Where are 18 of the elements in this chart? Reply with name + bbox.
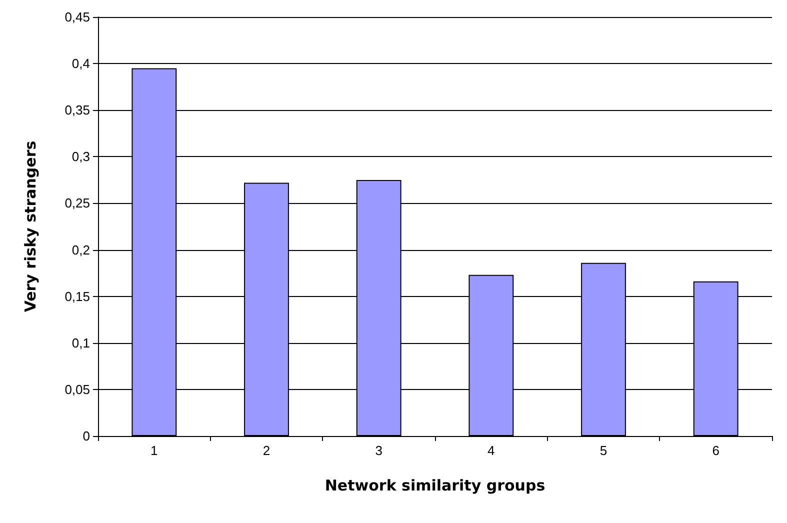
y-tick-label: 0,05: [64, 382, 90, 397]
y-tick-label: 0,4: [72, 56, 90, 72]
y-tick-label: 0,1: [72, 335, 90, 350]
y-tick-label: 0,45: [64, 10, 90, 24]
y-tick-label: 0,35: [64, 102, 90, 118]
y-axis-title: Very risky strangers: [22, 140, 40, 312]
y-tick-label: 0,3: [72, 149, 90, 164]
y-tick-label: 0,2: [72, 242, 90, 258]
x-tick-label: 4: [488, 443, 495, 458]
x-tick-label: 5: [600, 443, 608, 458]
y-tick-label: 0: [82, 428, 90, 444]
x-axis-title: Network similarity groups: [324, 476, 546, 494]
x-tick-label: 1: [150, 443, 158, 458]
x-tick-label: 6: [712, 443, 720, 458]
x-tick-label: 3: [375, 443, 382, 458]
y-tick-label: 0,25: [64, 196, 90, 211]
y-tick-label: 0,15: [64, 288, 90, 304]
x-tick-label: 2: [262, 443, 270, 458]
